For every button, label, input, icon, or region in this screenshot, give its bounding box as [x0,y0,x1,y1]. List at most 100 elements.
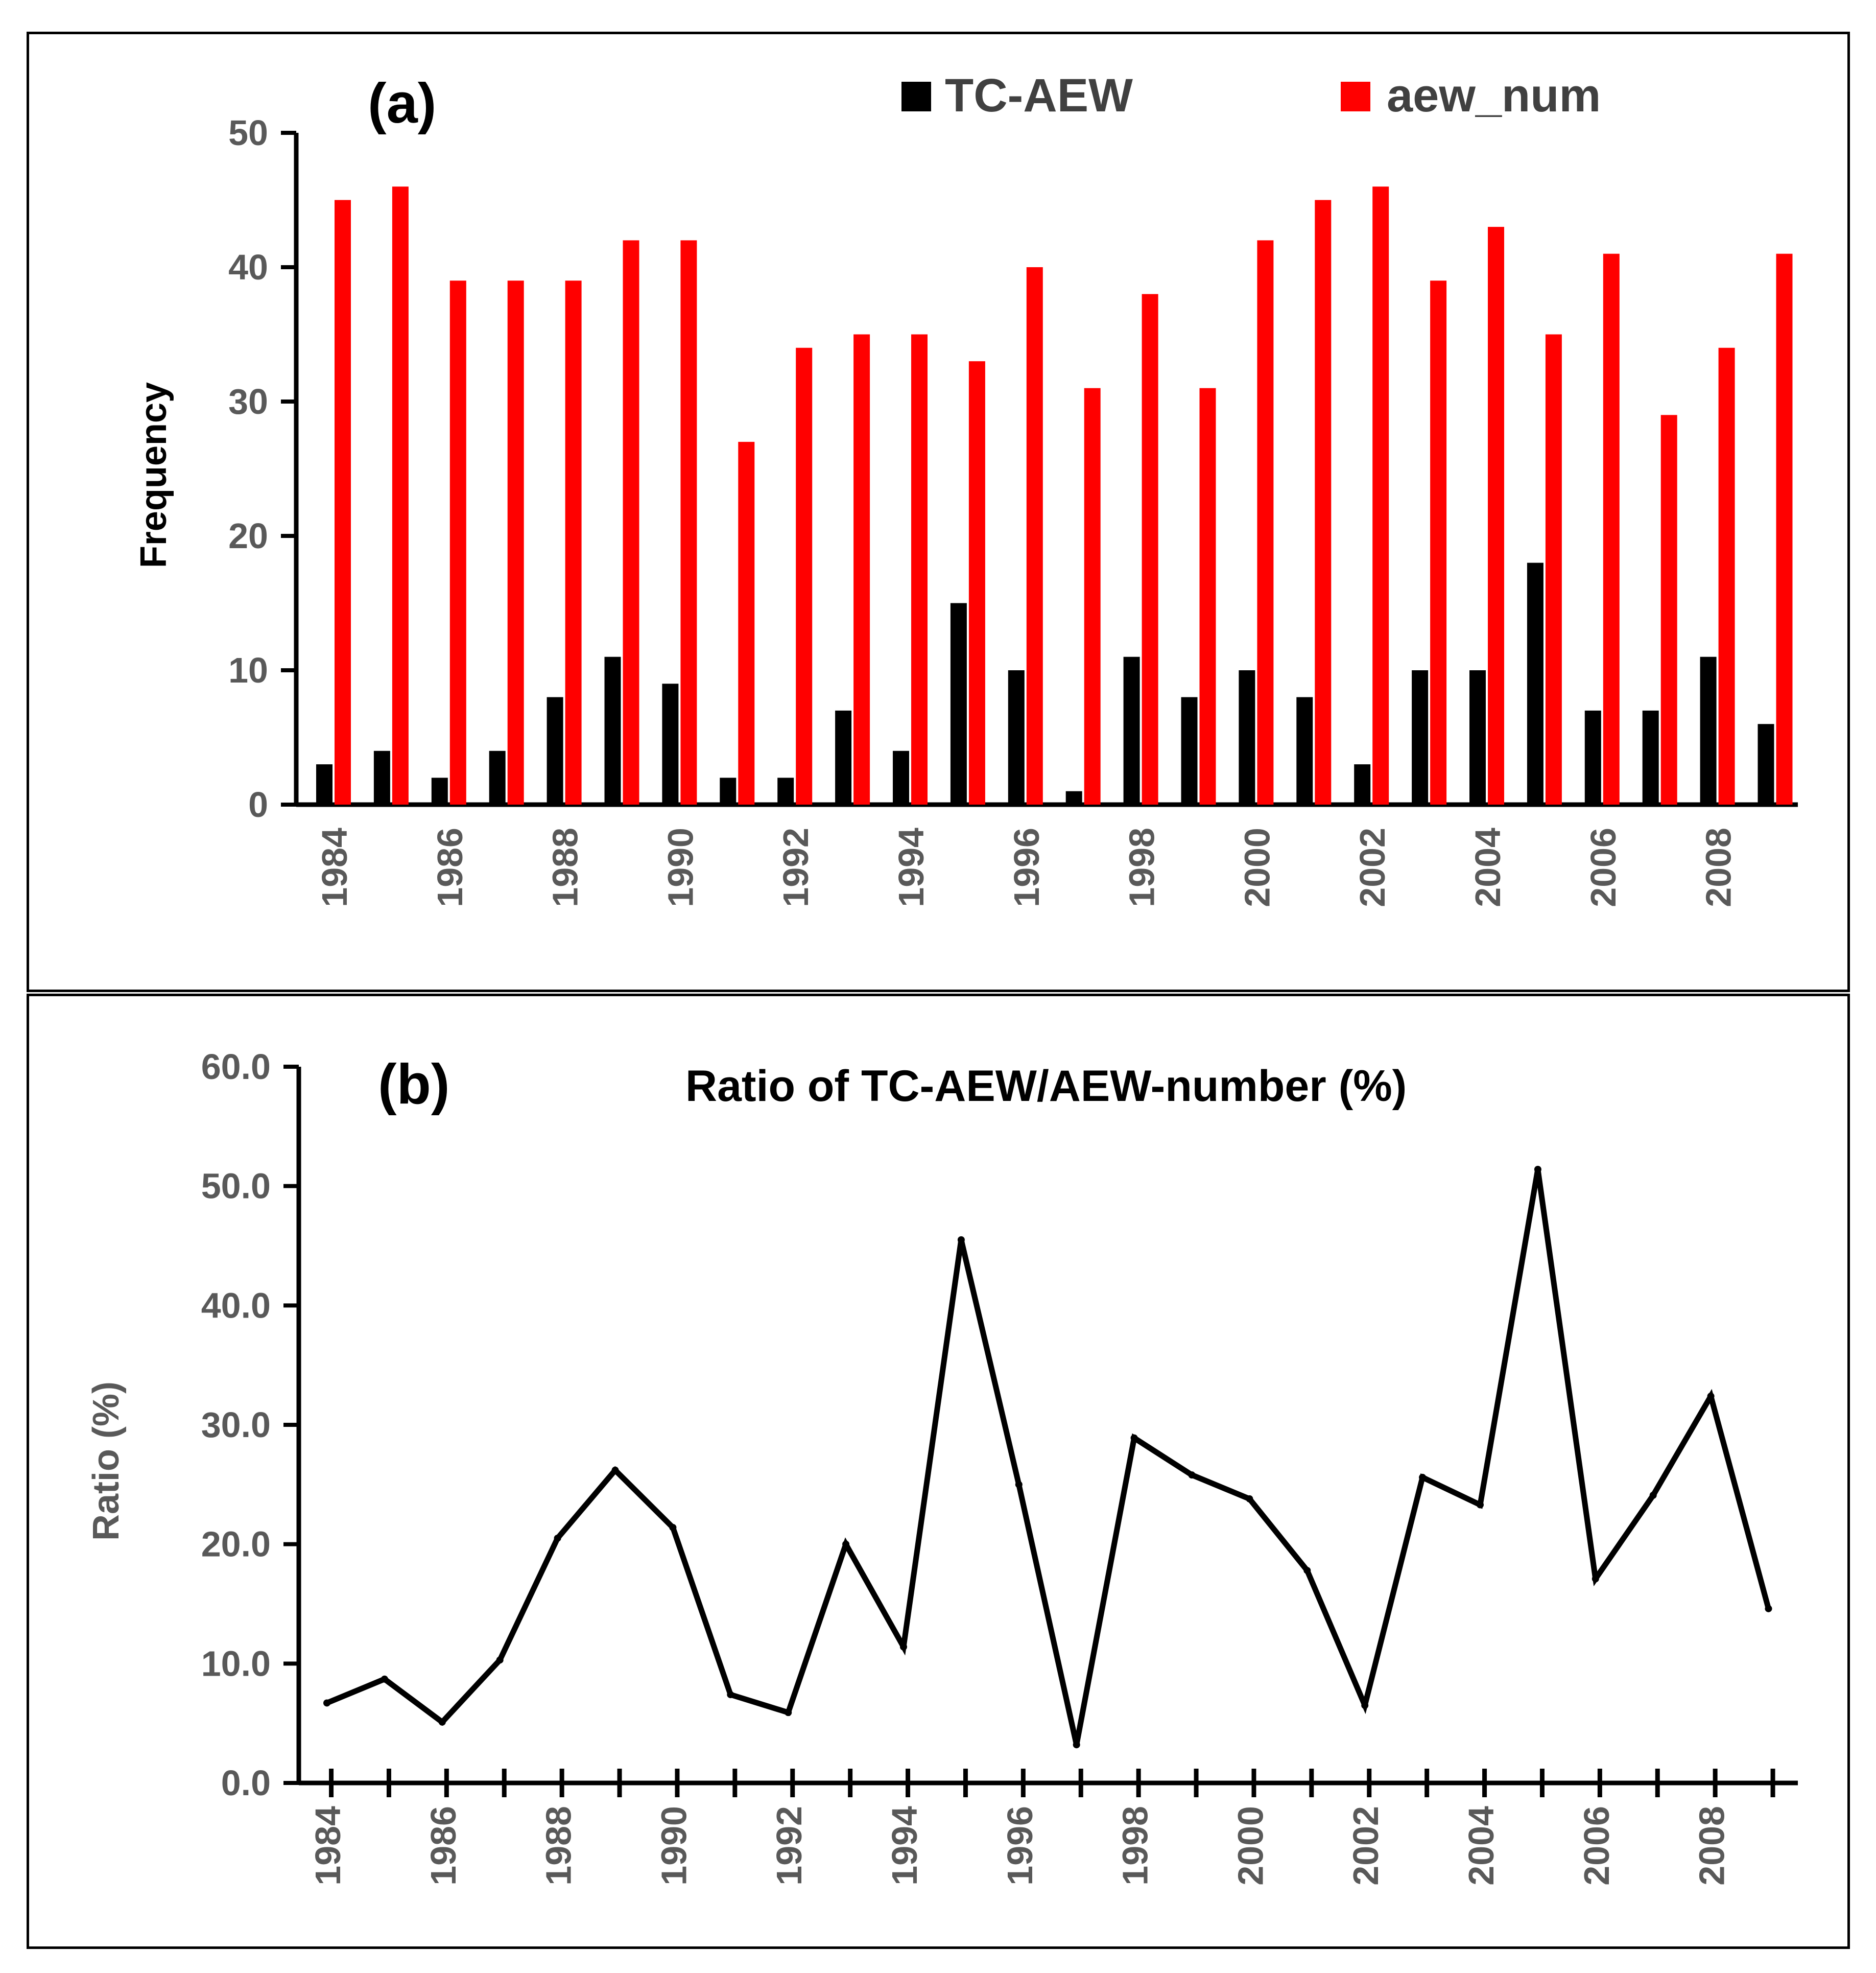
bar-aew-num [968,361,985,805]
point-ratio [785,1709,792,1717]
bar-aew-num [335,200,351,805]
point-ratio [1073,1741,1080,1749]
x-tick-label-b: 1984 [308,1806,348,1886]
bar-tc-aew [1354,764,1371,805]
bar-tc-aew [720,778,737,805]
bar-aew-num [1315,200,1332,805]
y-tick-label-a: 40 [228,247,268,287]
bar-aew-num [1084,388,1101,805]
bar-aew-num [680,240,697,805]
x-tick-label-a: 2002 [1352,828,1392,907]
x-tick-label-b: 1998 [1115,1806,1155,1886]
point-ratio [900,1643,907,1651]
x-tick-label-a: 1992 [776,828,816,907]
x-tick-label-b: 2006 [1577,1806,1617,1886]
bar-aew-num [1603,253,1620,805]
y-tick-label-a: 20 [228,516,268,556]
bar-tc-aew [547,697,563,805]
legend-a: TC-AEW aew_num [901,69,1601,122]
x-tick-label-a: 1994 [891,828,931,907]
y-tick-label-b: 0.0 [221,1763,271,1803]
bar-aew-num [796,347,813,805]
y-tick-label-b: 60.0 [201,1047,271,1087]
bar-tc-aew [893,750,909,805]
y-tick-label-a: 50 [228,113,268,153]
bar-aew-num [1776,253,1793,805]
bar-tc-aew [777,778,794,805]
bar-tc-aew [1527,562,1543,805]
bar-tc-aew [1008,670,1025,805]
x-tick-label-a: 2000 [1237,828,1277,907]
bar-aew-num [1199,388,1216,805]
bar-aew-num [853,334,870,805]
y-tick-label-a: 0 [248,785,268,825]
point-ratio [554,1534,561,1542]
x-tick-label-a: 2004 [1468,828,1508,907]
y-tick-label-b: 20.0 [201,1524,271,1564]
point-ratio [669,1523,677,1531]
bar-tc-aew [1412,670,1429,805]
point-ratio [1188,1471,1196,1479]
chart-title-b: Ratio of TC-AEW/AEW-number (%) [685,1062,1407,1111]
bar-tc-aew [489,750,506,805]
point-ratio [381,1675,388,1683]
x-tick-label-b: 2008 [1692,1806,1732,1886]
bar-tc-aew [604,656,621,805]
point-ratio [1419,1473,1427,1481]
x-tick-label-a: 1986 [430,828,470,907]
point-ratio [1765,1605,1772,1612]
bar-tc-aew [1469,670,1486,805]
bar-tc-aew [1065,791,1082,805]
bar-aew-num [1026,267,1043,805]
y-tick-label-b: 50.0 [201,1166,271,1206]
bar-aew-num [1488,227,1504,805]
bar-aew-num [392,186,409,805]
bar-aew-num [1718,347,1735,805]
bar-tc-aew [1181,697,1198,805]
x-tick-label-b: 2000 [1230,1806,1270,1886]
bar-tc-aew [1584,710,1601,805]
bar-tc-aew [1123,656,1140,805]
bar-tc-aew [1758,724,1774,805]
x-tick-label-a: 1990 [660,828,700,907]
x-tick-label-b: 1992 [769,1806,809,1886]
x-tick-label-a: 1998 [1122,828,1162,907]
y-tick-label-b: 40.0 [201,1285,271,1325]
plot-area-a: 0 10 20 30 40 50 1984 1986 1988 1990 1992 1994 1996 1… [228,113,1798,907]
bar-tc-aew [1642,710,1659,805]
point-ratio [1592,1575,1599,1583]
bar-aew-num [565,280,582,805]
point-ratio [496,1656,504,1664]
bar-aew-num [449,280,466,805]
bar-tc-aew [431,778,448,805]
bar-aew-num [1545,334,1562,805]
bar-tc-aew [950,603,967,805]
point-ratio [1361,1702,1369,1709]
point-ratio [1303,1567,1311,1575]
bar-aew-num [1142,294,1158,805]
point-ratio [323,1699,330,1707]
point-ratio [611,1466,619,1474]
point-ratio [1649,1491,1657,1499]
x-tick-label-b: 1996 [1000,1806,1040,1886]
bar-aew-num [1372,186,1389,805]
bar-aew-num [1430,280,1447,805]
legend-label-tc-aew: TC-AEW [945,69,1133,122]
legend-label-aew-num: aew_num [1387,69,1601,122]
x-tick-label-a: 1984 [315,828,354,907]
point-ratio [438,1718,446,1726]
point-ratio [1477,1501,1484,1509]
y-axis-title-b: Ratio (%) [86,1381,127,1541]
bar-tc-aew [662,684,679,805]
y-tick-label-b: 10.0 [201,1643,271,1683]
x-tick-label-a: 2006 [1583,828,1623,907]
x-tick-label-b: 2004 [1461,1806,1501,1886]
point-ratio [957,1236,965,1243]
y-axis-title-a: Frequency [133,382,174,568]
panel-a-label: (a) [368,72,436,135]
panel-b-label: (b) [378,1053,449,1116]
bar-tc-aew [1239,670,1255,805]
x-tick-label-b: 1994 [885,1806,924,1886]
x-tick-label-a: 1996 [1007,828,1047,907]
